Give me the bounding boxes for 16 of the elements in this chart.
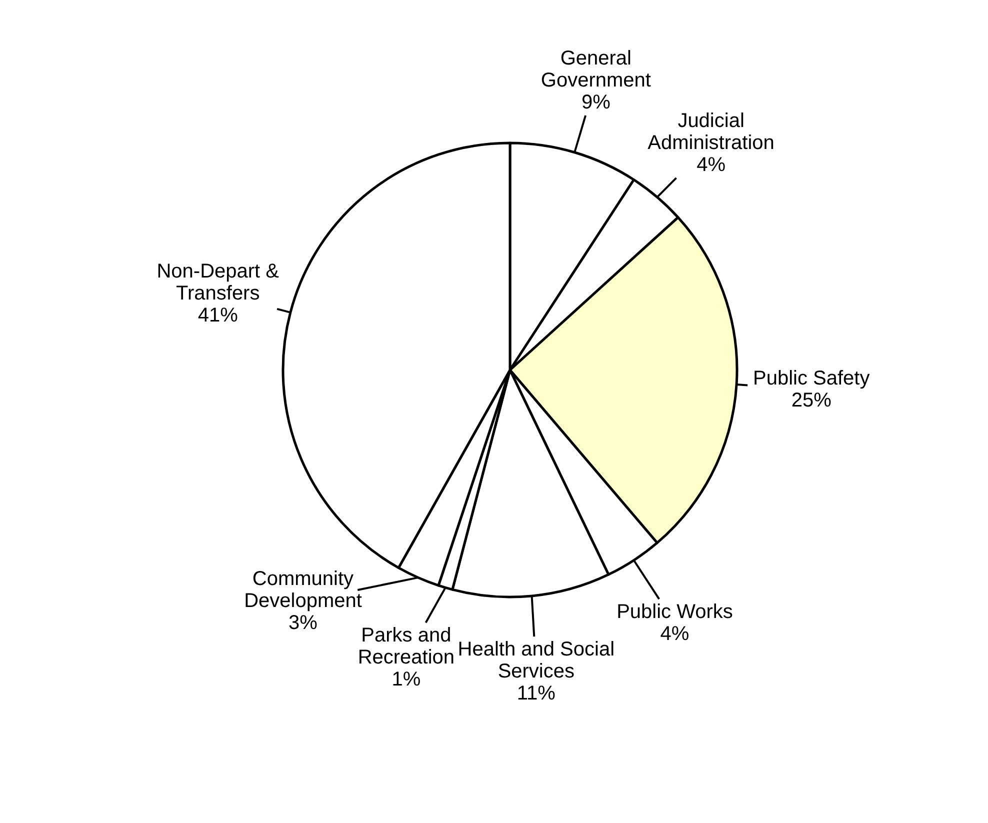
- slice-label: Health and Social Services: [458, 638, 615, 683]
- data-label: 3%: [288, 612, 318, 634]
- slice-label: Judicial Administration: [648, 110, 774, 154]
- slice-label: Public Safety: [753, 367, 870, 390]
- data-label: 1%: [392, 668, 421, 691]
- slice-label: Non-Depart & Transfers: [156, 260, 280, 304]
- data-label: 9%: [581, 91, 611, 114]
- slice-label: General Government: [540, 47, 652, 92]
- slice-label: Parks and Recreation: [358, 624, 455, 669]
- data-label: 4%: [696, 154, 726, 176]
- data-label: 41%: [198, 304, 238, 326]
- slice-label: Community Development: [244, 568, 362, 612]
- slice-label: Public Works: [616, 601, 733, 624]
- data-label: 4%: [660, 623, 690, 646]
- data-label: 25%: [791, 389, 832, 412]
- data-label: 11%: [516, 682, 556, 705]
